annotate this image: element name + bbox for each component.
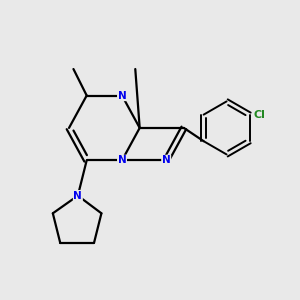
- Text: N: N: [118, 155, 126, 165]
- Text: Cl: Cl: [253, 110, 265, 120]
- Text: N: N: [74, 190, 82, 201]
- Text: N: N: [162, 155, 171, 165]
- Text: N: N: [118, 91, 126, 100]
